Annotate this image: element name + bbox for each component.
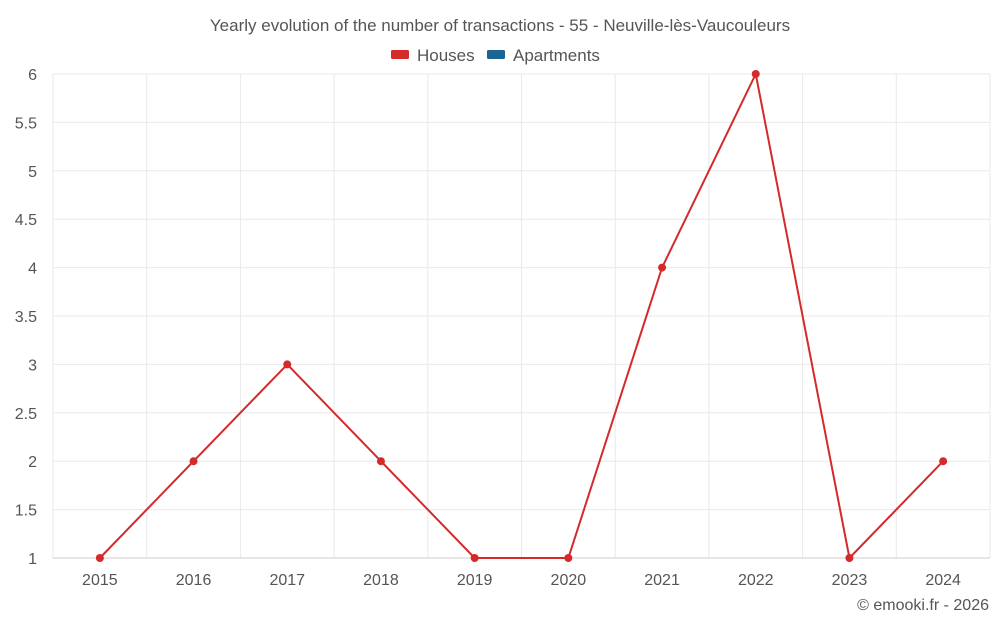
y-tick-label: 3 bbox=[28, 357, 37, 374]
y-tick-label: 3.5 bbox=[15, 309, 37, 326]
data-point-houses[interactable] bbox=[751, 70, 760, 78]
y-tick-label: 6 bbox=[28, 67, 37, 84]
data-point-houses[interactable] bbox=[95, 554, 104, 562]
grid-layer bbox=[52, 73, 991, 559]
legend: Houses Apartments bbox=[391, 46, 600, 65]
x-tick-label: 2024 bbox=[925, 572, 961, 589]
credit-text: © emooki.fr - 2026 bbox=[857, 597, 989, 614]
series-line-houses bbox=[99, 70, 944, 561]
legend-swatch-houses bbox=[391, 50, 409, 59]
legend-label-apartments: Apartments bbox=[513, 46, 600, 65]
x-tick-label: 2018 bbox=[363, 572, 399, 589]
x-tick-label: 2022 bbox=[738, 572, 774, 589]
legend-swatch-apartments bbox=[487, 50, 505, 59]
legend-label-houses: Houses bbox=[417, 46, 475, 65]
data-point-houses[interactable] bbox=[658, 263, 667, 272]
data-point-houses[interactable] bbox=[845, 554, 854, 562]
y-axis-ticks: 1 1.5 2 2.5 3 3.5 4 4.5 5 5.5 6 bbox=[15, 67, 37, 568]
data-point-houses[interactable] bbox=[939, 457, 948, 466]
x-tick-label: 2015 bbox=[82, 572, 118, 589]
x-axis-ticks: 2015 2016 2017 2018 2019 2020 2021 2022 2023 2024 bbox=[82, 572, 961, 589]
x-tick-label: 2019 bbox=[457, 572, 493, 589]
x-tick-label: 2016 bbox=[176, 572, 212, 589]
y-tick-label: 5.5 bbox=[15, 115, 37, 132]
data-point-houses[interactable] bbox=[376, 457, 385, 466]
y-tick-label: 1.5 bbox=[15, 503, 37, 520]
data-point-houses[interactable] bbox=[470, 554, 479, 562]
data-point-houses[interactable] bbox=[564, 554, 573, 562]
y-tick-label: 2 bbox=[28, 454, 37, 471]
y-tick-label: 2.5 bbox=[15, 406, 37, 423]
data-point-houses[interactable] bbox=[189, 457, 198, 466]
x-tick-label: 2023 bbox=[832, 572, 868, 589]
series-layer bbox=[95, 70, 948, 562]
y-tick-label: 5 bbox=[28, 164, 37, 181]
legend-item-apartments[interactable]: Apartments bbox=[487, 46, 600, 65]
y-tick-label: 4.5 bbox=[15, 212, 37, 229]
data-point-houses[interactable] bbox=[283, 360, 292, 369]
y-tick-label: 4 bbox=[28, 261, 37, 278]
legend-item-houses[interactable]: Houses bbox=[391, 46, 475, 65]
x-tick-label: 2021 bbox=[644, 572, 680, 589]
x-tick-label: 2020 bbox=[551, 572, 587, 589]
chart-title: Yearly evolution of the number of transa… bbox=[210, 16, 790, 35]
x-tick-label: 2017 bbox=[269, 572, 305, 589]
y-tick-label: 1 bbox=[28, 551, 37, 568]
